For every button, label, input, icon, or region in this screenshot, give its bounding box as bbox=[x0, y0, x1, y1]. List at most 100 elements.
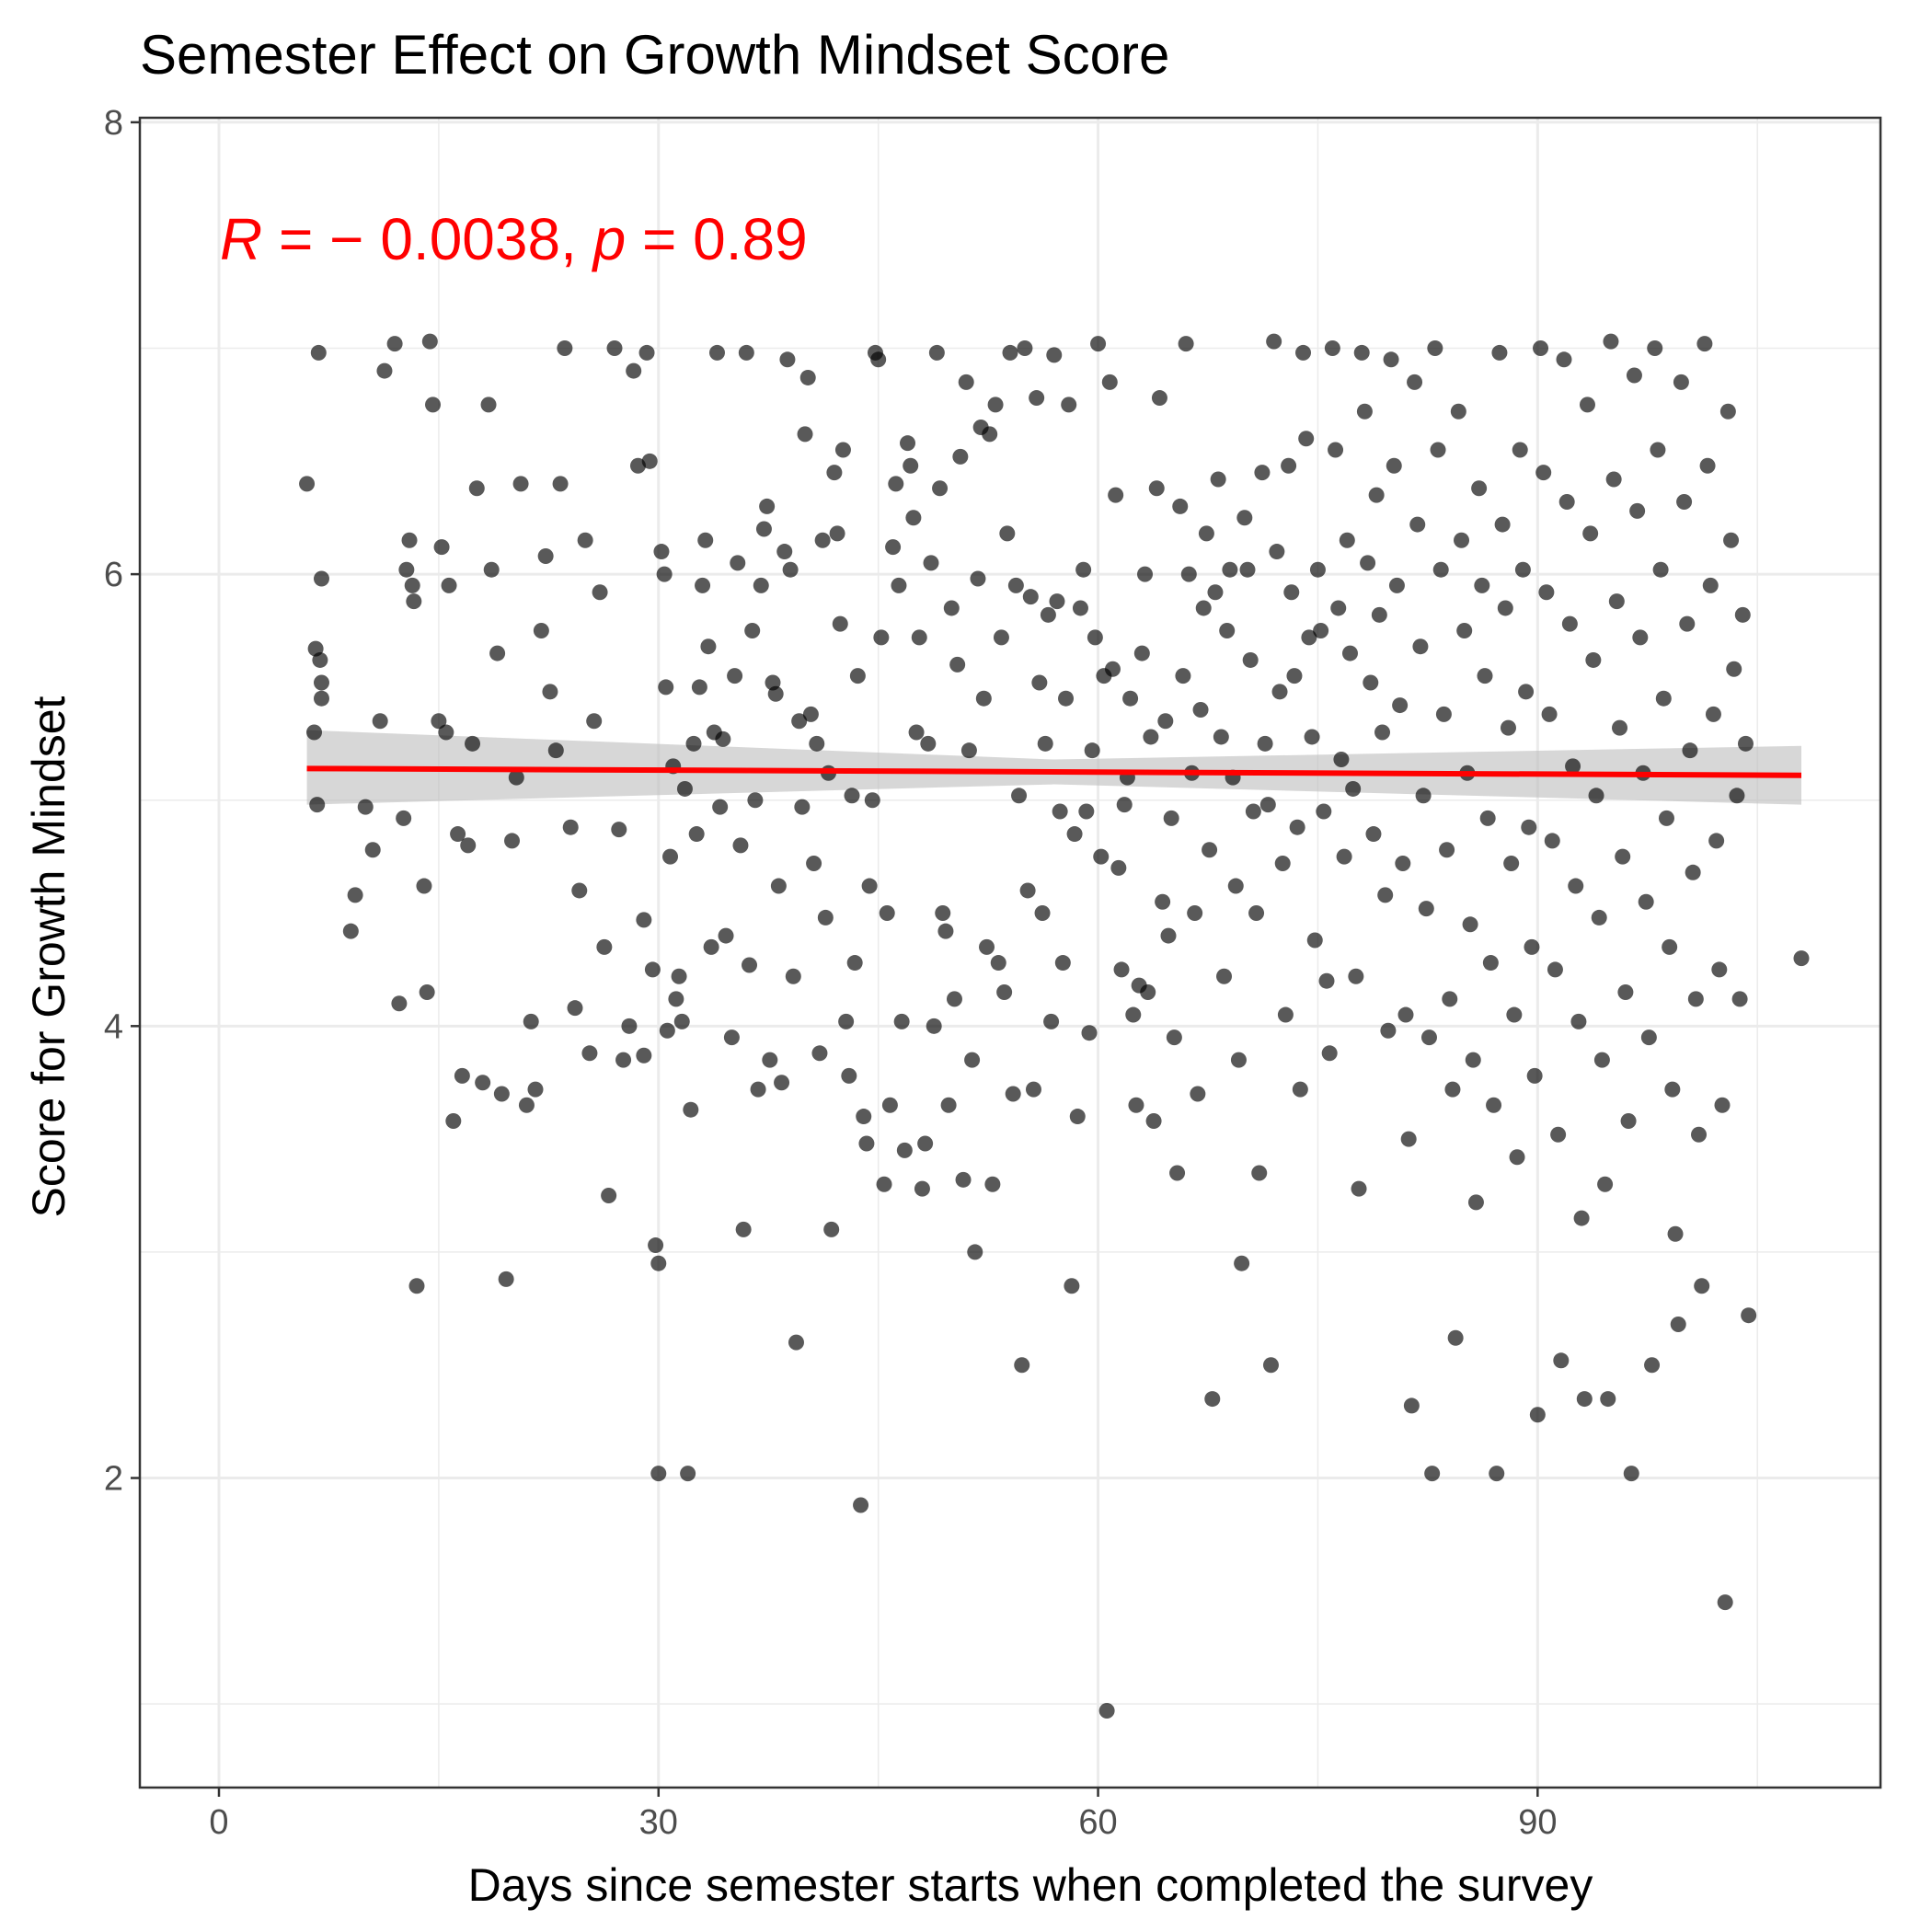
data-point bbox=[552, 476, 569, 492]
data-point bbox=[1547, 961, 1563, 978]
data-point bbox=[1412, 638, 1429, 655]
data-point bbox=[1216, 968, 1233, 984]
data-point bbox=[1705, 706, 1721, 722]
data-point bbox=[718, 927, 734, 944]
data-point bbox=[975, 690, 992, 707]
data-point bbox=[1259, 797, 1276, 813]
data-point bbox=[313, 570, 329, 587]
data-point bbox=[1731, 991, 1748, 1007]
data-point bbox=[999, 525, 1016, 542]
data-point bbox=[937, 923, 954, 939]
data-point bbox=[1084, 742, 1100, 759]
data-point bbox=[611, 822, 627, 838]
data-point bbox=[864, 792, 880, 809]
data-point bbox=[914, 1180, 930, 1197]
annotation-p-symbol: p bbox=[592, 206, 627, 272]
data-point bbox=[896, 1142, 913, 1158]
data-point bbox=[1222, 561, 1238, 578]
data-point bbox=[372, 713, 388, 730]
data-point bbox=[1734, 606, 1751, 623]
data-point bbox=[313, 690, 329, 707]
data-point bbox=[879, 905, 895, 922]
data-point bbox=[1377, 887, 1394, 903]
data-point bbox=[908, 724, 925, 741]
data-point bbox=[636, 1047, 652, 1064]
data-point bbox=[1679, 615, 1696, 632]
data-point bbox=[1667, 1225, 1684, 1242]
data-point bbox=[1113, 961, 1130, 978]
data-point bbox=[703, 938, 719, 955]
data-point bbox=[1538, 584, 1555, 601]
data-point bbox=[785, 968, 801, 984]
data-point bbox=[480, 397, 497, 413]
data-point bbox=[697, 532, 714, 548]
data-point bbox=[1137, 566, 1154, 582]
data-point bbox=[797, 426, 813, 443]
data-point bbox=[1049, 593, 1065, 610]
data-point bbox=[433, 539, 450, 556]
data-point bbox=[1289, 819, 1305, 835]
data-point bbox=[567, 1000, 583, 1017]
data-point bbox=[1465, 1052, 1481, 1068]
data-point bbox=[1467, 1194, 1484, 1211]
data-point bbox=[547, 742, 564, 759]
data-point bbox=[1204, 1391, 1221, 1408]
data-point bbox=[1005, 1086, 1021, 1102]
data-point bbox=[312, 651, 328, 668]
data-point bbox=[1623, 1466, 1639, 1482]
data-point bbox=[1506, 1006, 1523, 1023]
data-point bbox=[1046, 347, 1063, 363]
data-point bbox=[979, 938, 995, 955]
data-point bbox=[885, 539, 902, 556]
data-point bbox=[454, 1067, 470, 1084]
data-point bbox=[990, 955, 1006, 972]
data-point bbox=[1662, 938, 1678, 955]
data-point bbox=[542, 684, 558, 700]
data-point bbox=[1180, 566, 1197, 582]
data-point bbox=[1148, 480, 1165, 497]
data-point bbox=[685, 735, 702, 752]
data-point bbox=[1556, 351, 1572, 368]
data-point bbox=[592, 584, 608, 601]
data-point bbox=[853, 1497, 869, 1513]
data-point bbox=[1160, 927, 1177, 944]
data-point bbox=[656, 566, 673, 582]
data-point bbox=[1726, 661, 1742, 677]
data-point bbox=[1104, 661, 1121, 677]
data-point bbox=[1494, 516, 1511, 533]
data-point bbox=[518, 1097, 535, 1113]
data-point bbox=[1435, 706, 1452, 722]
data-point bbox=[1650, 442, 1666, 458]
data-point bbox=[946, 991, 962, 1007]
data-point bbox=[1699, 457, 1716, 474]
data-point bbox=[802, 706, 819, 722]
data-point bbox=[1711, 961, 1728, 978]
data-point bbox=[1737, 735, 1754, 752]
data-point bbox=[920, 735, 937, 752]
y-tick-label: 4 bbox=[104, 1007, 123, 1046]
data-point bbox=[903, 457, 919, 474]
data-point bbox=[767, 685, 784, 702]
data-point bbox=[1155, 893, 1171, 910]
data-point bbox=[1309, 561, 1326, 578]
data-point bbox=[1450, 403, 1466, 420]
data-point bbox=[911, 629, 927, 646]
data-point bbox=[1682, 742, 1698, 759]
data-point bbox=[967, 1244, 983, 1260]
data-point bbox=[1116, 797, 1133, 813]
data-point bbox=[900, 435, 916, 452]
data-point bbox=[357, 799, 374, 815]
data-point bbox=[1482, 955, 1499, 972]
data-point bbox=[1140, 983, 1156, 1000]
data-point bbox=[431, 713, 447, 730]
data-point bbox=[425, 397, 442, 413]
data-point bbox=[1318, 972, 1335, 989]
data-point bbox=[1644, 1357, 1661, 1374]
data-point bbox=[662, 848, 679, 865]
data-point bbox=[306, 724, 323, 741]
data-point bbox=[1081, 1025, 1098, 1041]
data-point bbox=[928, 344, 945, 361]
data-point bbox=[823, 1221, 840, 1237]
data-point bbox=[1360, 555, 1376, 571]
data-point bbox=[1702, 577, 1719, 593]
